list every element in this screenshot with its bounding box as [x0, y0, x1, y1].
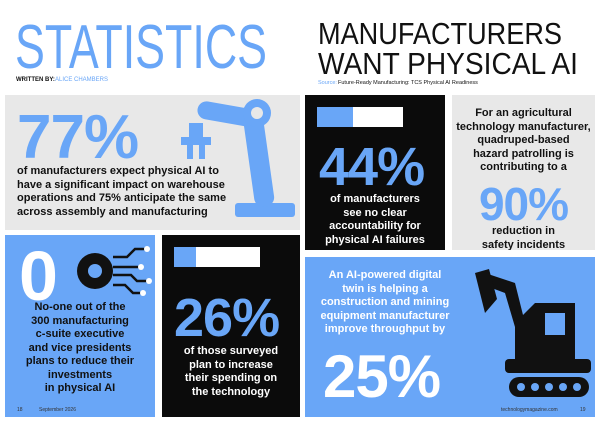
text-line: and vice presidents	[28, 341, 132, 354]
source: Future-Ready Manufacturing: TCS Physical…	[338, 80, 478, 86]
text-line: c-suite executive	[35, 328, 125, 340]
stat-panel: 26% of those surveyed plan to increase the…	[162, 235, 300, 417]
website: technologymagazine.com	[501, 407, 558, 413]
stat: 90%	[478, 178, 569, 230]
stat: 77%	[17, 103, 139, 172]
stat-panel: For an agricultural technology manufactur…	[452, 95, 595, 250]
text-line: An AI-powered digital	[328, 269, 442, 281]
header: STATISTICS WRITTEN BY: ALICE CHAMBERS MA…	[15, 13, 578, 86]
text-line: reduction in	[492, 225, 555, 237]
stat-panel: 77% of manufacturers expect physical AI …	[5, 95, 300, 230]
author: ALICE CHAMBERS	[55, 77, 108, 83]
text-line: hazard patrolling is	[473, 147, 574, 160]
page-number: 18	[17, 407, 23, 413]
progress-bar-icon	[174, 247, 260, 267]
text-line: technology manufacturer,	[456, 120, 591, 133]
stat: 44%	[319, 137, 425, 197]
text-line: twin is helping a	[342, 282, 428, 295]
text-line: operations and 75% anticipate the same	[17, 192, 227, 204]
text-line: of those surveyed	[183, 345, 279, 357]
excavator-icon	[475, 269, 591, 397]
text-line: have a significant impact on warehouse	[17, 178, 225, 191]
text-line: plan to increase	[189, 358, 273, 371]
text-block: of those surveyed plan to increase their s…	[162, 345, 300, 399]
text-block: of manufacturers expect physical AI to ha…	[17, 165, 226, 219]
text-line: plans to reduce their	[25, 355, 135, 367]
text-line: the technology	[191, 385, 271, 398]
text-block: An AI-powered digital twin is helping a co…	[305, 269, 465, 337]
source-label: Source:	[318, 80, 337, 86]
headline: MANUFACTURERS	[318, 16, 562, 51]
text-line: across assembly and manufacturing	[17, 205, 208, 218]
text-line: contributing to a	[480, 161, 567, 173]
text-line: see no clear	[343, 206, 407, 219]
text-block: No-one out of the 300 manufacturing c-suit…	[5, 301, 155, 396]
text-line: accountability for	[329, 220, 421, 232]
stat: 0	[19, 237, 58, 315]
text-line: their spending on	[184, 372, 278, 384]
text-line: of manufacturers	[330, 193, 420, 205]
text-line: equipment manufacturer	[320, 309, 450, 322]
page-number: 19	[580, 407, 586, 413]
text-line: in physical AI	[44, 382, 116, 394]
robot-arm-icon	[181, 99, 295, 217]
text-line: For an agricultural	[475, 107, 572, 119]
title: STATISTICS	[15, 13, 267, 82]
progress-bar-icon	[317, 107, 403, 127]
text-line: of manufacturers expect physical AI to	[17, 165, 219, 177]
stat: 26%	[174, 288, 280, 348]
headline: WANT PHYSICAL AI	[318, 46, 578, 81]
text-line: investments	[47, 368, 113, 381]
text-line: 300 manufacturing	[31, 314, 129, 327]
text-block: For an agricultural technology manufactur…	[452, 107, 595, 175]
stat-panel: An AI-powered digital twin is helping a co…	[305, 257, 595, 417]
stat-panel: 44% of manufacturers see no clear accounta…	[305, 95, 445, 250]
text-block: reduction in safety incidents	[452, 225, 595, 250]
byline-label: WRITTEN BY:	[16, 77, 55, 83]
text-line: safety incidents	[481, 238, 566, 251]
date: September 2026	[39, 407, 76, 413]
text-line: No-one out of the	[34, 301, 126, 313]
text-line: construction and mining	[320, 296, 450, 308]
text-block: of manufacturers see no clear accountabili…	[305, 193, 445, 247]
text-line: physical AI failures	[325, 233, 425, 246]
stat-panel: 0 No-one out of the 300 manufacturing c-su…	[5, 235, 155, 417]
text-line: improve throughput by	[324, 323, 446, 335]
gear-circuit-icon	[77, 246, 152, 296]
stat: 25%	[323, 343, 441, 410]
text-line: quadruped-based	[477, 134, 570, 146]
